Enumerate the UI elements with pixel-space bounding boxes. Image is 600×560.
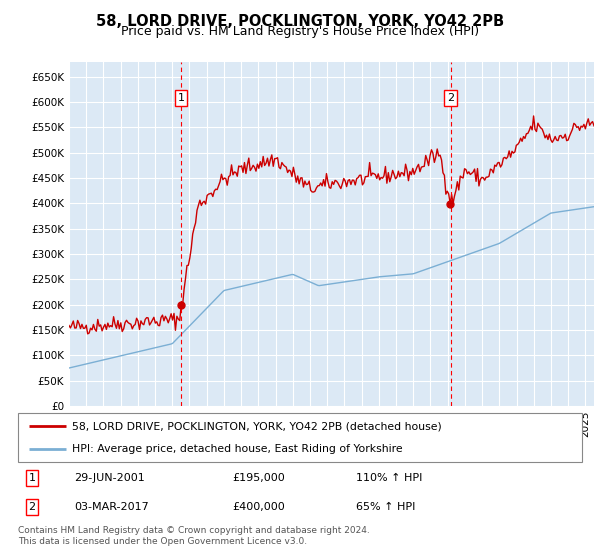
Text: Contains HM Land Registry data © Crown copyright and database right 2024.
This d: Contains HM Land Registry data © Crown c… (18, 526, 370, 546)
Text: Price paid vs. HM Land Registry's House Price Index (HPI): Price paid vs. HM Land Registry's House … (121, 25, 479, 38)
Text: 03-MAR-2017: 03-MAR-2017 (74, 502, 149, 512)
Text: 29-JUN-2001: 29-JUN-2001 (74, 473, 145, 483)
Text: 2: 2 (447, 93, 454, 103)
Text: 2: 2 (29, 502, 35, 512)
Text: £400,000: £400,000 (232, 502, 285, 512)
Text: £195,000: £195,000 (232, 473, 285, 483)
Text: 65% ↑ HPI: 65% ↑ HPI (356, 502, 416, 512)
Text: 110% ↑ HPI: 110% ↑ HPI (356, 473, 423, 483)
Text: 1: 1 (29, 473, 35, 483)
Text: 58, LORD DRIVE, POCKLINGTON, YORK, YO42 2PB: 58, LORD DRIVE, POCKLINGTON, YORK, YO42 … (96, 14, 504, 29)
Text: 1: 1 (178, 93, 184, 103)
Text: 58, LORD DRIVE, POCKLINGTON, YORK, YO42 2PB (detached house): 58, LORD DRIVE, POCKLINGTON, YORK, YO42 … (71, 421, 442, 431)
Text: HPI: Average price, detached house, East Riding of Yorkshire: HPI: Average price, detached house, East… (71, 444, 402, 454)
